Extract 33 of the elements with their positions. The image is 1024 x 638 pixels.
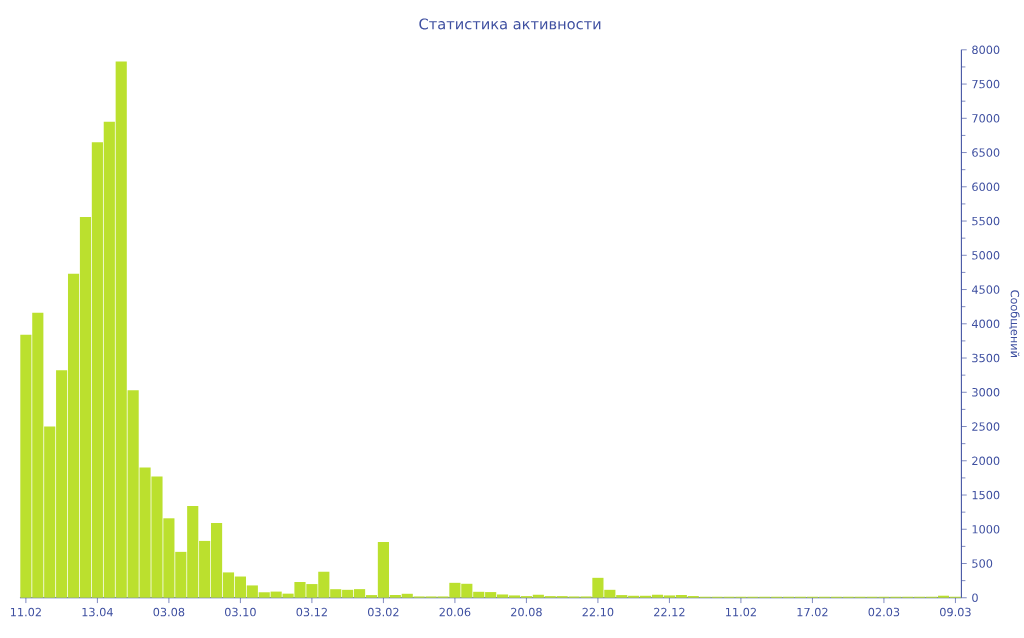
y-tick-label: 4000 — [971, 319, 1000, 329]
y-tick-label: 2500 — [972, 422, 1000, 431]
x-tick-label: 03.12 — [296, 607, 327, 617]
y-tick-label: 6500 — [972, 148, 1000, 158]
x-tick-label: 03.02 — [367, 607, 399, 617]
x-tick-label: 20.06 — [439, 607, 471, 617]
x-tick-label: 22.12 — [654, 607, 685, 617]
y-tick-label: 5500 — [972, 216, 1000, 226]
y-tick-label: 7000 — [972, 114, 1000, 123]
y-tick-label: 0 — [972, 593, 978, 603]
y-tick-label: 6000 — [972, 182, 1000, 192]
x-tick-label: 11.02 — [726, 607, 756, 617]
x-tick-label: 02.03 — [868, 607, 900, 617]
y-tick-label: 1500 — [972, 490, 1000, 500]
chart-title: Статистика активности — [419, 18, 601, 30]
y-tick-label: 500 — [972, 559, 993, 568]
y-tick-label: 3000 — [972, 388, 1000, 397]
y-tick-label: 1000 — [972, 525, 1000, 534]
y-axis-title: Сообщений — [1009, 290, 1020, 358]
x-tick-label: 11.02 — [10, 607, 41, 617]
y-tick-label: 3500 — [972, 353, 1000, 363]
x-tick-label: 09.03 — [940, 607, 971, 617]
x-tick-label: 22.10 — [582, 607, 614, 617]
y-tick-label: 8000 — [972, 45, 1000, 55]
y-tick-label: 5000 — [972, 251, 1000, 260]
x-tick-label: 03.08 — [153, 607, 185, 617]
x-tick-label: 20.08 — [511, 607, 542, 617]
x-tick-label: 13.04 — [82, 607, 113, 617]
y-tick-label: 7500 — [972, 79, 1000, 89]
x-tick-label: 17.02 — [797, 607, 828, 617]
y-tick-label: 2000 — [972, 456, 1000, 466]
x-tick-label: 03.10 — [224, 607, 256, 617]
y-tick-label: 4500 — [971, 285, 1000, 294]
